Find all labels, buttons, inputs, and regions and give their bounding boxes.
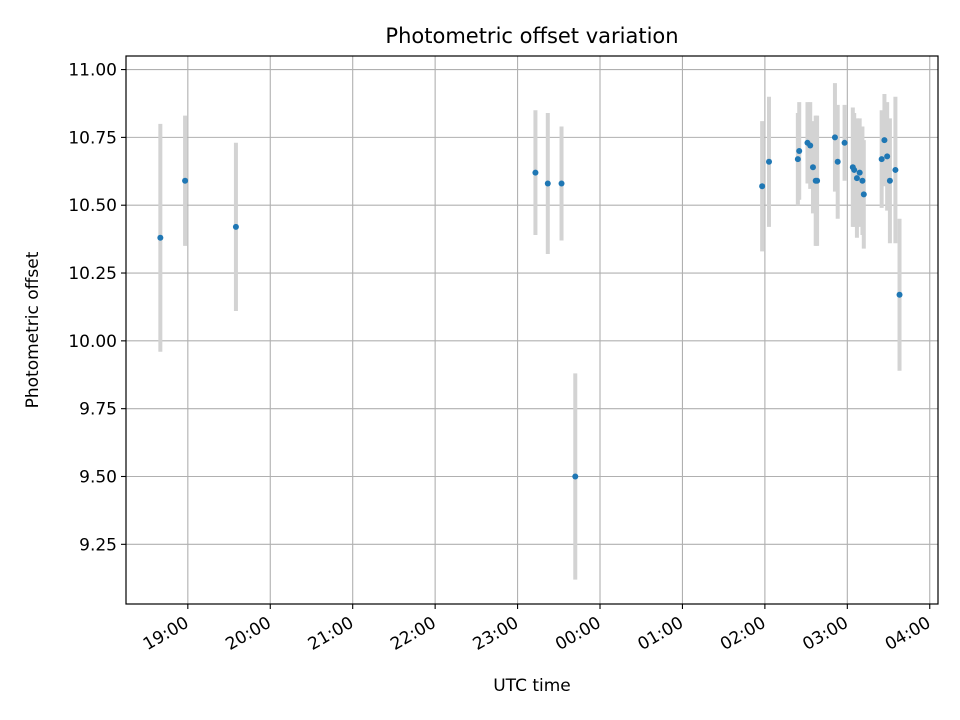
y-tick-label: 9.50 <box>79 467 117 487</box>
grid <box>126 56 938 604</box>
data-point <box>809 164 816 171</box>
x-tick-label: 21:00 <box>305 613 357 655</box>
data-point <box>544 180 551 187</box>
data-point <box>807 142 814 149</box>
x-tick-label: 20:00 <box>222 613 274 655</box>
data-point <box>766 158 773 165</box>
data-point <box>834 158 841 165</box>
y-tick-label: 10.75 <box>68 128 117 148</box>
x-tick-label: 01:00 <box>635 613 687 655</box>
data-point <box>896 291 903 298</box>
chart-title: Photometric offset variation <box>385 24 678 48</box>
data-point <box>759 183 766 190</box>
y-tick-label: 10.00 <box>68 332 117 352</box>
data-point <box>878 156 885 163</box>
data-point <box>572 473 579 480</box>
x-tick-label: 03:00 <box>799 613 851 655</box>
y-tick-label: 9.25 <box>79 535 117 555</box>
data-point <box>558 180 565 187</box>
data-point <box>796 147 803 154</box>
data-point <box>851 166 858 173</box>
data-point <box>814 177 821 184</box>
data-point <box>841 139 848 146</box>
data-point <box>232 223 239 230</box>
data-point <box>856 169 863 176</box>
data-point <box>860 191 867 198</box>
y-tick-label: 11.00 <box>68 61 117 81</box>
x-tick-label: 04:00 <box>882 613 934 655</box>
data-point <box>532 169 539 176</box>
data-point <box>831 134 838 141</box>
data-point <box>157 234 164 241</box>
data-point <box>853 175 860 182</box>
x-axis-label: UTC time <box>493 676 571 696</box>
data-point <box>892 166 899 173</box>
data-point <box>884 153 891 160</box>
y-tick-label: 10.50 <box>68 196 117 216</box>
x-axis-ticks: 19:00 20:00 21:00 22:00 23:00 00:00 01:00 02:00… <box>140 604 934 655</box>
x-tick-label: 23:00 <box>470 613 522 655</box>
plot-frame <box>125 55 939 605</box>
x-tick-label: 02:00 <box>717 613 769 655</box>
y-tick-label: 9.75 <box>79 400 117 420</box>
x-tick-label: 00:00 <box>552 613 604 655</box>
data-point <box>886 177 893 184</box>
data-point <box>794 156 801 163</box>
y-axis-label: Photometric offset <box>23 251 43 408</box>
data-point <box>182 177 189 184</box>
x-tick-label: 22:00 <box>387 613 439 655</box>
y-axis-ticks: 9.25 9.50 9.75 10.00 10.25 10.50 10.75 11.00 <box>68 61 126 555</box>
y-tick-label: 10.25 <box>68 264 117 284</box>
data-point <box>881 137 888 144</box>
data-points <box>157 134 903 480</box>
x-tick-label: 19:00 <box>140 613 192 655</box>
data-point <box>859 177 866 184</box>
error-bars <box>158 83 902 580</box>
